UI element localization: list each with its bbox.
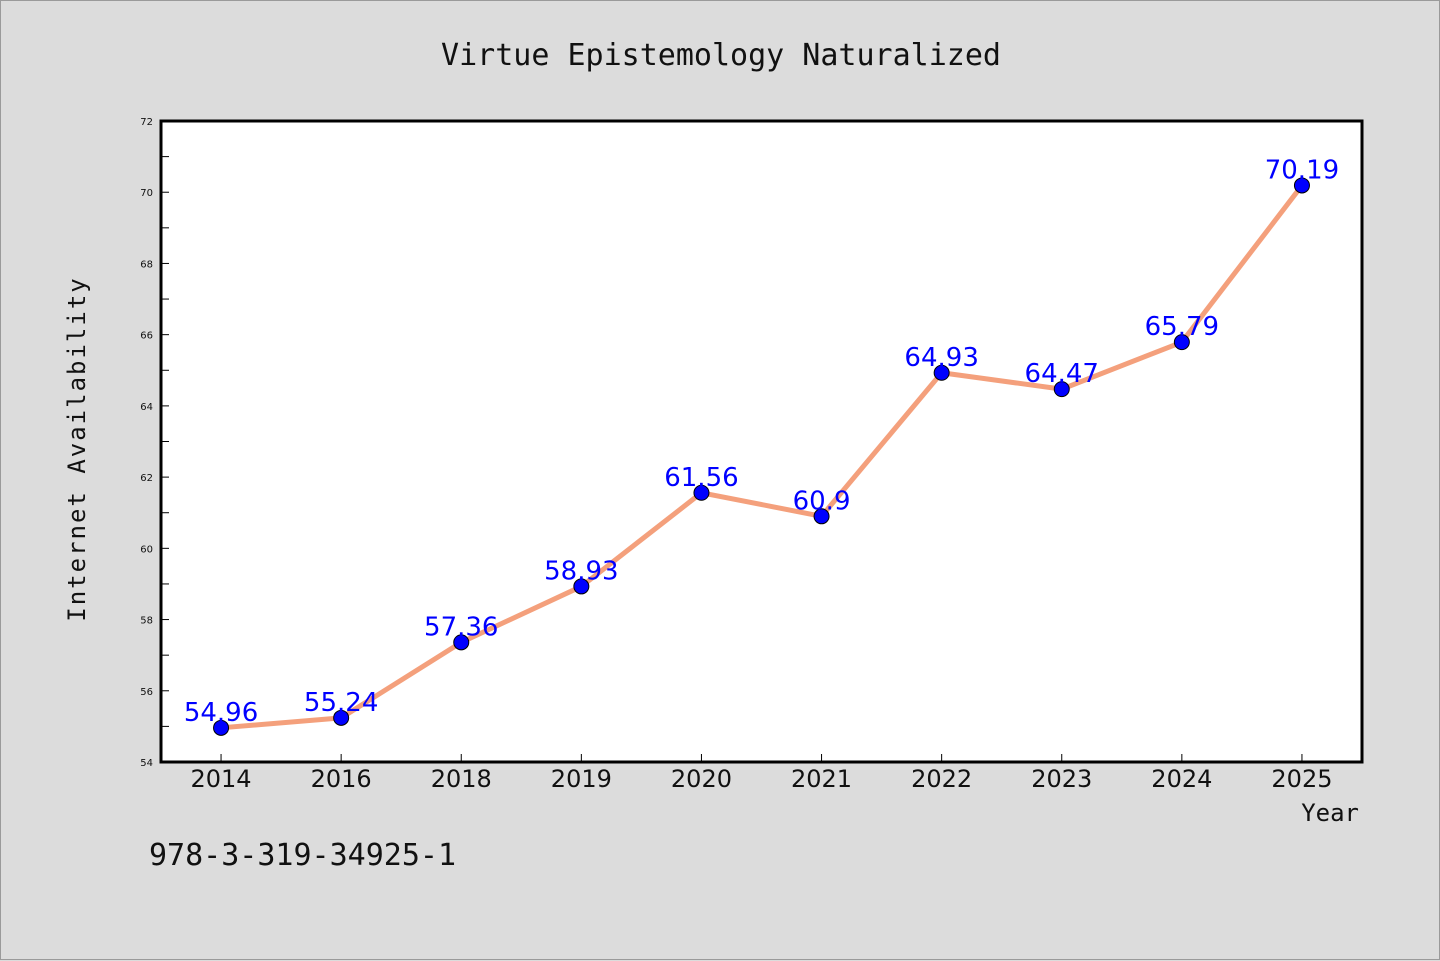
x-tick-label: 2016 [311, 765, 372, 793]
data-point [453, 634, 470, 651]
data-point [213, 719, 230, 736]
x-tick-label: 2022 [911, 765, 972, 793]
y-axis-label: Internet Availability [63, 276, 91, 621]
data-label: 65.79 [1145, 312, 1219, 342]
x-tick-label: 2019 [551, 765, 612, 793]
data-point [813, 508, 830, 525]
y-tick-label: 68 [140, 259, 153, 270]
x-axis-label: Year [1301, 799, 1359, 827]
data-label: 60.9 [793, 486, 851, 516]
data-point [1173, 334, 1190, 351]
data-point [1053, 381, 1070, 398]
data-label: 61.56 [664, 463, 738, 493]
y-tick-label: 58 [140, 616, 153, 627]
data-point [573, 578, 590, 595]
x-tick-label: 2020 [671, 765, 732, 793]
y-tick-label: 64 [140, 402, 153, 413]
data-label: 64.93 [904, 343, 978, 373]
y-tick-label: 60 [140, 544, 153, 555]
x-tick-label: 2018 [431, 765, 492, 793]
data-label: 70.19 [1265, 155, 1339, 185]
x-tick-label: 2024 [1151, 765, 1212, 793]
y-tick-label: 54 [140, 758, 153, 769]
y-axis: 54 56 58 60 62 64 66 68 70 72 [140, 117, 169, 769]
data-label: 64.47 [1025, 359, 1099, 389]
data-point [333, 709, 350, 726]
plot-area [159, 119, 1364, 764]
series-line-group [213, 177, 1310, 736]
data-label: 57.36 [424, 612, 498, 642]
data-point [933, 364, 950, 381]
data-label: 58.93 [544, 556, 618, 586]
x-tick-label: 2021 [791, 765, 852, 793]
x-tick-label: 2014 [191, 765, 252, 793]
y-tick-label: 72 [140, 117, 153, 128]
x-tick-label: 2023 [1031, 765, 1092, 793]
data-label: 54.96 [184, 698, 258, 728]
x-tick-label: 2025 [1271, 765, 1332, 793]
y-tick-label: 62 [140, 473, 153, 484]
data-labels: 54.96 55.24 57.36 58.93 61.56 60.9 64.93 64.47 6… [184, 155, 1339, 727]
y-tick-label: 56 [140, 687, 153, 698]
data-label: 55.24 [304, 688, 378, 718]
y-tick-label: 66 [140, 331, 153, 342]
series-line [218, 182, 1305, 731]
data-point [1293, 177, 1310, 194]
data-point [693, 484, 710, 501]
x-axis: 2014 2016 2018 2019 2020 2021 2022 2023 2024 2025 [191, 754, 1332, 793]
isbn-footnote: 978-3-319-34925-1 [149, 838, 456, 873]
chart-title: Virtue Epistemology Naturalized [441, 38, 1001, 73]
y-tick-label: 70 [140, 188, 153, 199]
